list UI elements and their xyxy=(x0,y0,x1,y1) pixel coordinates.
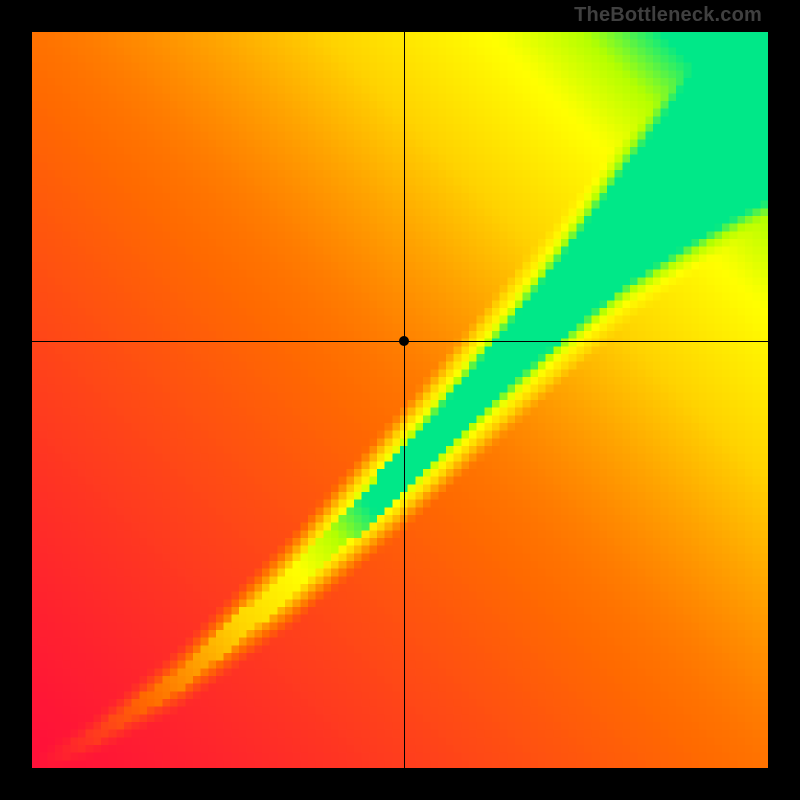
marker-dot xyxy=(399,336,409,346)
crosshair-vertical xyxy=(404,32,405,768)
watermark-text: TheBottleneck.com xyxy=(574,4,762,27)
bottleneck-heatmap xyxy=(32,32,768,768)
plot-area xyxy=(32,32,768,768)
